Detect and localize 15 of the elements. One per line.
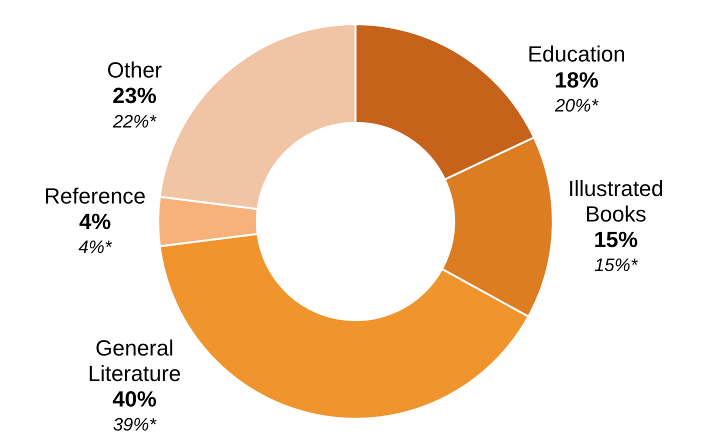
text: 39%* xyxy=(112,414,158,435)
data-label: 40% xyxy=(112,386,157,412)
text: 4%* xyxy=(78,237,113,258)
text: 20%* xyxy=(554,96,600,116)
slice-label: Education xyxy=(528,42,626,67)
slice-label: General Literature xyxy=(88,335,181,386)
text: 22%* xyxy=(112,111,158,132)
text: 15%* xyxy=(594,255,638,276)
data-label: 23% xyxy=(112,83,157,108)
slice-label: Other xyxy=(106,58,162,83)
data-label: 4% xyxy=(79,209,111,234)
data-label: 18% xyxy=(554,67,599,92)
slice-label: Illustrated Books xyxy=(568,176,664,226)
data-label: 15% xyxy=(594,227,638,252)
slice-label: Reference xyxy=(44,183,146,208)
